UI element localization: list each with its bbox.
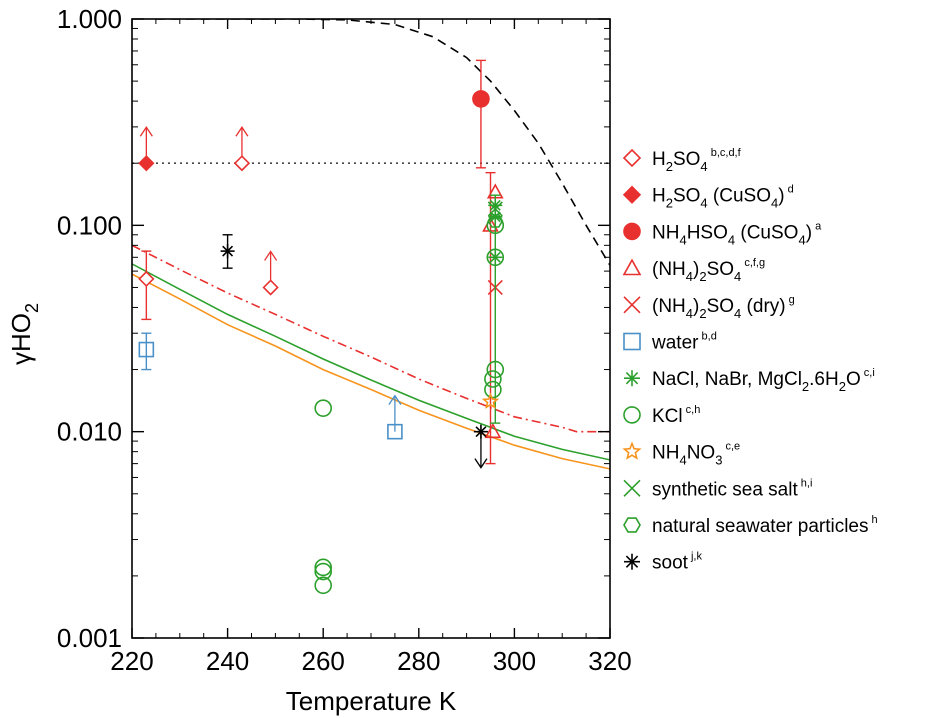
legend: H2SO4 b,c,d,f H2SO4 (CuSO4) d NH4HSO4 (CuS… bbox=[622, 147, 878, 574]
x-axis-title: Temperature K bbox=[286, 686, 457, 716]
data-point-seawater bbox=[487, 214, 504, 228]
legend-marker bbox=[624, 553, 640, 570]
legend-marker bbox=[623, 479, 641, 497]
series-h2so4-cuso4 bbox=[138, 126, 155, 172]
legend-label: (NH4)2SO4 (dry) g bbox=[652, 294, 795, 321]
legend-item-kcl: KCl c,h bbox=[623, 404, 700, 427]
x-tick-label: 280 bbox=[397, 646, 440, 676]
y-axis-title-group: γHO2 bbox=[6, 303, 42, 365]
y-tick-label: 0.100 bbox=[57, 210, 122, 240]
legend-item-nh42so4: (NH4)2SO4 c,f,g bbox=[622, 257, 765, 284]
legend-label: natural seawater particles h bbox=[652, 514, 878, 537]
x-tick-label: 220 bbox=[110, 646, 153, 676]
x-tick-label: 260 bbox=[302, 646, 345, 676]
legend-label: KCl c,h bbox=[652, 404, 700, 427]
data-point-h2so4 bbox=[233, 126, 251, 172]
legend-item-nacl: NaCl, NaBr, MgCl2.6H2O c,i bbox=[624, 367, 875, 394]
legend-marker bbox=[623, 517, 641, 533]
legend-marker bbox=[622, 185, 642, 204]
data-point-water bbox=[138, 332, 155, 371]
data-point-kcl bbox=[486, 360, 505, 379]
data-point-kcl bbox=[314, 558, 333, 577]
legend-label: (NH4)2SO4 c,f,g bbox=[652, 257, 765, 284]
data-point-h2so4 bbox=[262, 250, 279, 296]
series-sea-salt bbox=[487, 201, 503, 217]
curve-dashdot-red bbox=[132, 244, 610, 433]
y-axis-title-sub: 2 bbox=[22, 303, 42, 313]
data-point-kcl bbox=[486, 216, 505, 235]
legend-item-soot: soot j,k bbox=[624, 551, 702, 574]
legend-label: NaCl, NaBr, MgCl2.6H2O c,i bbox=[652, 367, 875, 394]
x-tick-label: 240 bbox=[206, 646, 249, 676]
data-points bbox=[138, 59, 505, 595]
series-h2so4 bbox=[138, 126, 279, 321]
data-point-water bbox=[387, 394, 403, 440]
series-seawater bbox=[487, 214, 504, 228]
data-point-h2so4-cuso4 bbox=[138, 126, 155, 172]
legend-marker bbox=[623, 296, 641, 314]
data-point-soot bbox=[220, 234, 235, 269]
legend-label: synthetic sea salt h,i bbox=[652, 477, 812, 500]
legend-label: H2SO4 b,c,d,f bbox=[652, 147, 742, 174]
y-axis-title: γHO2 bbox=[6, 303, 42, 365]
axes: 220 240 260 280 300 320 0.001 0.010 0.100 1.000 bbox=[57, 4, 632, 676]
data-point-nh42so4 bbox=[484, 423, 502, 439]
x-tick-label: 320 bbox=[588, 646, 631, 676]
y-axis-title-main: γHO bbox=[6, 313, 36, 365]
data-point-h2so4 bbox=[138, 250, 155, 321]
data-point-kcl bbox=[314, 399, 333, 417]
legend-label: H2SO4 (CuSO4) d bbox=[652, 184, 794, 211]
legend-item-h2so4: H2SO4 b,c,d,f bbox=[622, 147, 742, 174]
y-tick-label: 0.001 bbox=[57, 623, 122, 653]
data-point-nh4no3 bbox=[481, 392, 500, 409]
legend-item-nh42so4-dry: (NH4)2SO4 (dry) g bbox=[623, 294, 795, 321]
curve-green-curve bbox=[132, 263, 610, 461]
data-point-kcl bbox=[484, 380, 502, 399]
data-point-kcl bbox=[314, 562, 333, 581]
data-point-soot bbox=[473, 424, 488, 469]
series-kcl bbox=[314, 216, 505, 595]
curve-dashed-black bbox=[155, 19, 610, 266]
legend-item-sea-salt: synthetic sea salt h,i bbox=[623, 477, 812, 500]
legend-item-nh4no3: NH4NO3 c,e bbox=[622, 441, 740, 468]
plot-frame bbox=[131, 18, 611, 639]
legend-marker bbox=[623, 406, 641, 424]
legend-marker bbox=[622, 258, 642, 276]
legend-label: NH4NO3 c,e bbox=[652, 441, 740, 468]
legend-label: soot j,k bbox=[652, 551, 702, 574]
data-point-kcl bbox=[314, 576, 333, 595]
x-tick-label: 300 bbox=[493, 646, 536, 676]
legend-marker bbox=[623, 332, 641, 351]
legend-marker bbox=[623, 222, 641, 241]
data-point-nh4hso4-cuso4 bbox=[472, 59, 490, 169]
legend-marker bbox=[622, 441, 642, 460]
series-nh4no3 bbox=[481, 392, 500, 409]
legend-item-water: water b,d bbox=[623, 331, 717, 354]
legend-label: water b,d bbox=[651, 331, 717, 354]
data-point-kcl bbox=[486, 248, 505, 267]
series-soot bbox=[220, 234, 488, 469]
data-point-sea-salt bbox=[487, 201, 503, 217]
curve-orange-curve bbox=[132, 273, 610, 470]
y-tick-label: 0.010 bbox=[57, 417, 122, 447]
data-point-kcl bbox=[484, 370, 502, 388]
y-tick-label: 1.000 bbox=[57, 4, 122, 34]
series-nh4hso4-cuso4 bbox=[472, 59, 490, 169]
legend-item-h2so4-cuso4: H2SO4 (CuSO4) d bbox=[622, 184, 794, 211]
series-water bbox=[138, 332, 403, 440]
legend-item-seawater: natural seawater particles h bbox=[623, 514, 878, 537]
legend-label: NH4HSO4 (CuSO4) a bbox=[652, 220, 822, 247]
legend-marker bbox=[624, 370, 640, 387]
legend-item-nh4hso4-cuso4: NH4HSO4 (CuSO4) a bbox=[623, 220, 822, 247]
data-point-nacl bbox=[488, 250, 503, 265]
legend-marker bbox=[622, 148, 642, 168]
reference-curves bbox=[132, 19, 610, 470]
